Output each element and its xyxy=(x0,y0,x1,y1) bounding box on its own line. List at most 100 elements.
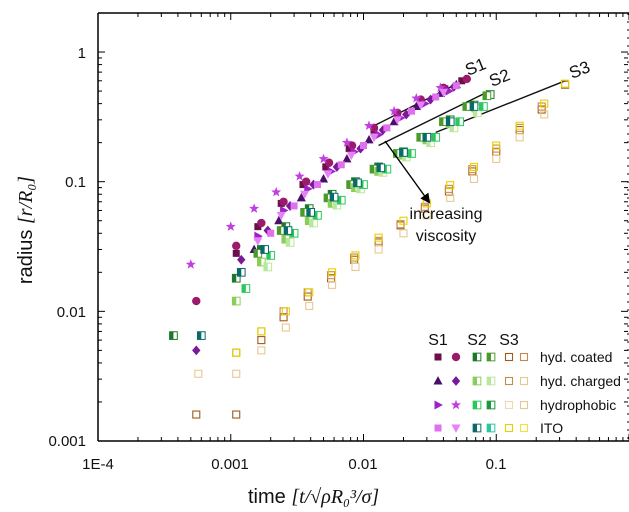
data-point xyxy=(329,192,339,202)
marker-fill xyxy=(328,199,333,208)
data-point xyxy=(399,148,408,157)
marker-fill xyxy=(333,201,337,209)
legend-marker xyxy=(486,352,496,362)
data-point xyxy=(341,137,352,147)
marker-fill xyxy=(330,193,335,201)
marker-fill xyxy=(402,153,407,161)
data-point xyxy=(351,262,360,271)
data-point xyxy=(192,345,201,356)
data-point xyxy=(274,215,284,225)
legend-marker xyxy=(451,424,461,433)
data-point xyxy=(342,153,352,163)
legend-label-hydrophobic: hydrophobic xyxy=(540,397,616,413)
marker-fill xyxy=(473,377,477,385)
marker-fill xyxy=(337,196,342,205)
marker-fill xyxy=(462,102,467,111)
marker-fill xyxy=(446,117,451,126)
series-s3-17 xyxy=(232,79,570,357)
marker-fill xyxy=(379,168,383,177)
series-s2-10 xyxy=(231,103,481,306)
marker-fill xyxy=(266,251,271,260)
marker-fill xyxy=(306,208,311,217)
data-point xyxy=(458,77,466,85)
fit-line-s2 xyxy=(378,91,488,147)
marker-fill xyxy=(473,401,477,409)
data-point xyxy=(231,273,241,283)
data-point xyxy=(374,238,383,247)
data-point xyxy=(452,82,460,90)
data-point xyxy=(263,262,273,272)
data-point xyxy=(260,245,269,254)
data-point xyxy=(285,238,295,247)
marker-fill xyxy=(305,216,310,225)
marker-fill xyxy=(169,331,174,340)
data-point xyxy=(408,107,416,115)
data-point xyxy=(399,216,408,225)
data-point xyxy=(445,117,455,127)
data-point xyxy=(253,237,263,246)
x-axis-label: time [t/√ρR₀³/σ] xyxy=(248,486,379,508)
data-point xyxy=(296,192,306,202)
marker-fill xyxy=(376,163,381,172)
data-point xyxy=(374,245,383,254)
data-point xyxy=(324,158,334,167)
data-point xyxy=(431,132,441,142)
data-point xyxy=(225,221,236,231)
data-point xyxy=(446,181,455,190)
legend-marker xyxy=(472,423,482,433)
data-point xyxy=(376,163,386,173)
data-point xyxy=(257,218,266,228)
marker-fill xyxy=(309,219,314,227)
data-point xyxy=(237,254,246,265)
y-axis-label: radius [r/R₀] xyxy=(15,176,37,284)
marker-fill xyxy=(487,401,491,409)
data-point xyxy=(303,292,312,301)
data-point xyxy=(283,226,293,235)
data-point xyxy=(323,170,333,179)
legend-marker xyxy=(433,376,443,385)
y-tick-label: 0.01 xyxy=(57,304,86,321)
data-point xyxy=(540,99,549,108)
annotation-line-2: viscosity xyxy=(416,228,476,245)
marker-fill xyxy=(399,148,404,157)
data-point xyxy=(185,259,196,269)
data-point xyxy=(232,249,240,257)
marker-fill xyxy=(483,91,487,100)
legend-marker xyxy=(472,376,482,386)
data-point xyxy=(169,331,178,340)
data-point xyxy=(515,123,524,132)
legend-header-s2: S2 xyxy=(467,332,487,349)
data-point xyxy=(468,167,477,176)
tick-labels: 1E-4 0.001 0.01 0.1 0.001 0.01 0.1 1 xyxy=(48,45,506,473)
marker-fill xyxy=(300,208,305,217)
data-point xyxy=(482,91,492,101)
ticks xyxy=(97,12,629,442)
data-point xyxy=(492,141,501,150)
legend-header-s3: S3 xyxy=(499,332,519,349)
data-point xyxy=(360,142,367,150)
marker-fill xyxy=(439,117,444,126)
legend-marker xyxy=(451,399,461,410)
legend-marker xyxy=(486,400,496,410)
data-point xyxy=(407,149,416,158)
data-point xyxy=(279,313,288,322)
data-point xyxy=(192,410,201,419)
marker-fill xyxy=(407,149,412,158)
data-point xyxy=(392,116,402,125)
curve-label-s3: S3 xyxy=(566,57,592,82)
data-point xyxy=(300,190,310,200)
data-point xyxy=(383,124,391,132)
data-point xyxy=(328,268,337,277)
marker-fill xyxy=(284,226,289,235)
series-s3-16 xyxy=(194,110,549,378)
marker-fill xyxy=(426,138,431,147)
legend-marker xyxy=(434,400,443,410)
data-point xyxy=(411,93,422,103)
data-point xyxy=(369,133,379,143)
marker-fill xyxy=(422,133,427,142)
data-point xyxy=(294,171,305,181)
marker-fill xyxy=(257,258,262,266)
marker-fill xyxy=(353,178,358,187)
data-point xyxy=(351,251,360,260)
legend-marker xyxy=(486,423,496,433)
